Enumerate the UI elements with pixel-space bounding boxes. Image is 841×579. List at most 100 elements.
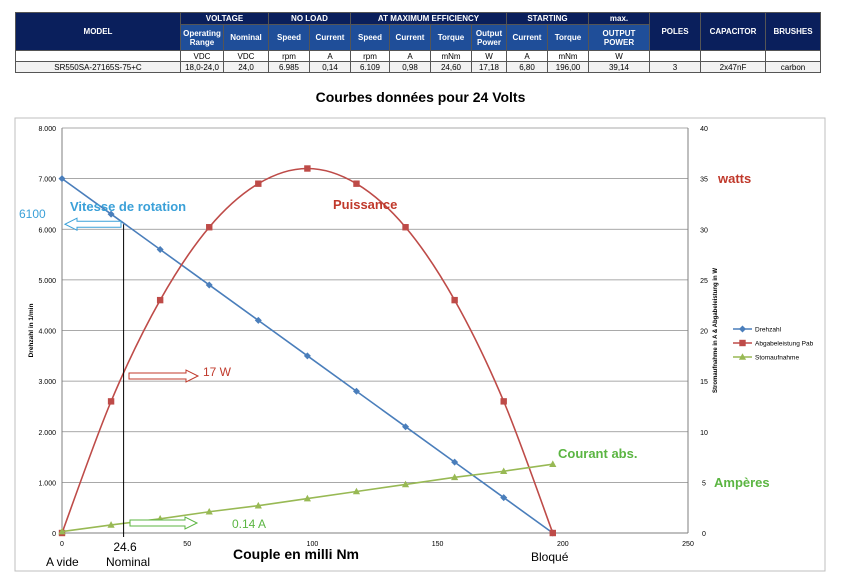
data-point xyxy=(739,339,746,347)
data-point xyxy=(303,352,311,360)
x-tick-label: 200 xyxy=(557,541,569,548)
data-point xyxy=(739,325,746,333)
x-tick-label: 150 xyxy=(432,541,444,548)
start-current-cell: 6,80 xyxy=(506,61,548,73)
y-right-tick-label: 10 xyxy=(700,430,708,437)
brushes-cell: carbon xyxy=(765,61,821,73)
data-point xyxy=(352,387,360,395)
chart-title: Courbes données pour 24 Volts xyxy=(315,89,526,105)
y-left-tick-label: 7.000 xyxy=(38,177,56,184)
power-line xyxy=(61,167,554,534)
x-tick-label: 250 xyxy=(682,541,694,548)
data-point xyxy=(402,224,409,231)
data-point xyxy=(500,467,508,475)
data-point xyxy=(58,527,66,535)
data-point xyxy=(107,398,115,405)
data-point xyxy=(254,501,262,509)
data-point xyxy=(352,487,361,495)
legend: Drehzahl Abgabeleistung Pab Stomaufnahme xyxy=(733,325,814,362)
max-power-cell: 39,14 xyxy=(588,61,650,73)
data-point xyxy=(206,224,213,231)
y-left-axis-title: Drehzahl in 1/min xyxy=(28,304,35,358)
data-point xyxy=(303,494,311,502)
capacitor-header: CAPACITOR xyxy=(700,12,766,51)
eff-power-cell: 17,18 xyxy=(471,61,507,73)
capacitor-cell: 2x47nF xyxy=(700,61,766,73)
legend-label: Drehzahl xyxy=(755,327,782,334)
power-arrow xyxy=(128,369,200,383)
y-left-tick-label: 0 xyxy=(52,531,56,538)
y-left-tick-label: 5.000 xyxy=(38,278,56,285)
y-right-tick-label: 30 xyxy=(700,227,708,234)
eff-current-cell: 0,98 xyxy=(389,61,431,73)
legend-label: Abgabeleistung Pab xyxy=(755,341,814,348)
y-right-tick-label: 20 xyxy=(700,329,708,336)
data-point xyxy=(156,246,164,253)
speed-label: Vitesse de rotation xyxy=(70,199,186,214)
brushes-header: BRUSHES xyxy=(765,12,821,51)
data-point xyxy=(304,165,311,172)
eff-speed-header: Speed xyxy=(350,24,390,51)
grid-lines xyxy=(62,127,688,534)
noload-current-cell: 0,14 xyxy=(309,61,351,73)
y-right-tick-label: 0 xyxy=(702,531,706,538)
noload-speed-header: Speed xyxy=(268,24,310,51)
stall-label: Bloqué xyxy=(531,550,569,564)
y-right-tick-label: 25 xyxy=(700,278,708,285)
start-current-header: Current xyxy=(506,24,548,51)
current-value-label: 0.14 A xyxy=(232,517,266,531)
starting-header: STARTING xyxy=(506,12,589,25)
x-tick-label: 100 xyxy=(307,541,319,548)
data-point xyxy=(451,458,459,466)
x-tick-label: 50 xyxy=(183,541,191,548)
data-point xyxy=(549,460,557,467)
y-right-tick-label: 40 xyxy=(700,126,708,133)
data-point xyxy=(401,480,410,488)
data-point xyxy=(500,494,508,502)
speed-arrow xyxy=(63,217,122,231)
watts-label: watts xyxy=(717,171,751,186)
power-value-label: 17 W xyxy=(203,365,232,379)
y-left-tick-label: 8.000 xyxy=(38,126,56,133)
data-point xyxy=(451,296,458,304)
data-point xyxy=(500,398,507,405)
poles-cell: 3 xyxy=(649,61,701,73)
y-right-axis-title: Stromaufnahme in A & Abgabeleistung in W xyxy=(713,268,719,393)
noload-speed-cell: 6.985 xyxy=(268,61,310,73)
data-point xyxy=(353,180,360,187)
eff-torque-header: Torque xyxy=(430,24,472,51)
data-point xyxy=(205,281,213,289)
data-point xyxy=(402,423,410,431)
axes: 0 01.000 52.000 103.000 154.000 205.000 256.00… xyxy=(28,126,719,562)
y-left-tick-label: 2.000 xyxy=(38,430,56,437)
data-point xyxy=(549,529,556,537)
legend-label: Stomaufnahme xyxy=(755,355,799,362)
y-right-tick-label: 15 xyxy=(700,379,708,386)
nominal-header: Nominal xyxy=(223,24,269,51)
operating-range-header: Operating Range xyxy=(180,24,224,51)
noload-current-header: Current xyxy=(309,24,351,51)
series-layer xyxy=(58,165,557,537)
noload-header: NO LOAD xyxy=(268,12,351,25)
x-tick-label: 0 xyxy=(60,541,64,548)
speed-value-label: 6100 xyxy=(19,207,46,221)
data-point xyxy=(156,296,164,304)
y-left-tick-label: 1.000 xyxy=(38,480,56,487)
spec-table: MODEL VOLTAGE NO LOAD AT MAXIMUM EFFICIE… xyxy=(15,12,821,73)
unit-cell: A xyxy=(506,50,548,62)
model-header: MODEL xyxy=(15,12,181,51)
nominal-label: Nominal xyxy=(106,555,150,569)
power-label: Puissance xyxy=(333,197,397,212)
data-point xyxy=(254,316,262,324)
unit-cell: VDC xyxy=(223,50,269,62)
eff-power-header: Output Power xyxy=(471,24,507,51)
y-right-tick-label: 35 xyxy=(700,177,708,184)
current-arrow xyxy=(129,516,199,530)
current-label: Courant abs. xyxy=(558,446,637,461)
model-cell: SR550SA-27165S-75+C xyxy=(15,61,181,73)
nominal-cell: 24,0 xyxy=(223,61,269,73)
eff-speed-cell: 6.109 xyxy=(350,61,390,73)
data-point xyxy=(255,180,262,187)
data-point xyxy=(738,353,747,360)
